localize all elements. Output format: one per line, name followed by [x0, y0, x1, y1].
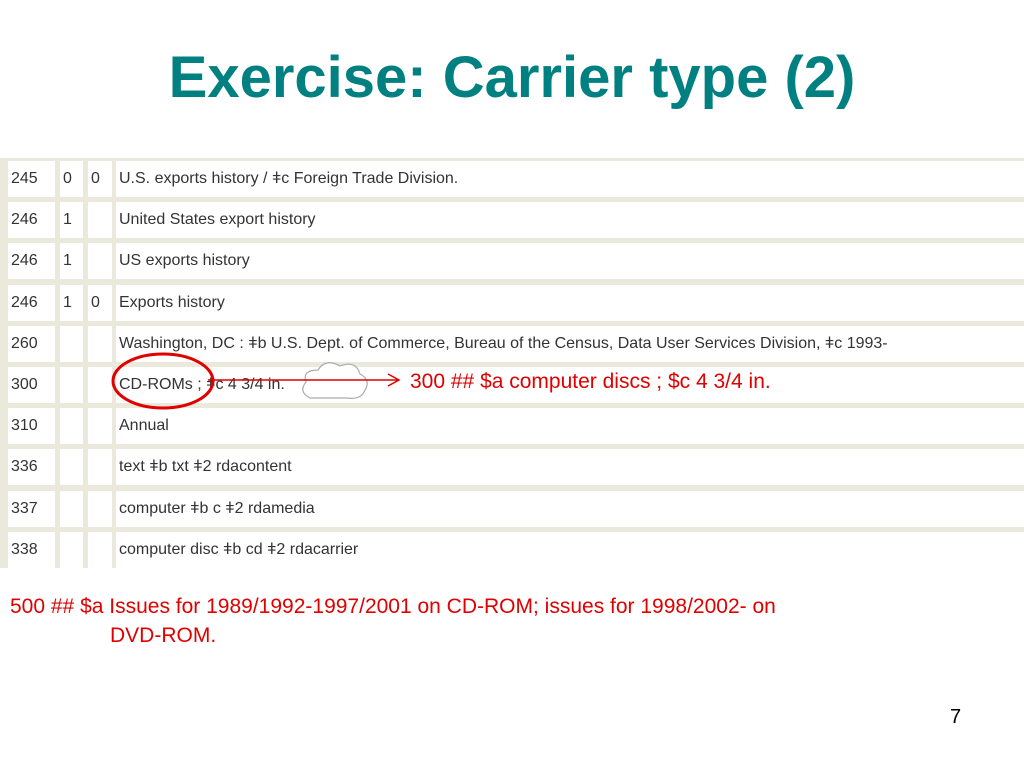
- cell-ind2: [88, 202, 112, 239]
- cell-tag: 337: [8, 490, 55, 527]
- table-row: 246 1 US exports history: [0, 243, 1024, 280]
- cell-ind1: [60, 408, 83, 445]
- cell-data: computer disc ǂb cd ǂ2 rdacarrier: [116, 531, 1024, 568]
- table-row: 300 CD-ROMs ; ǂc 4 3/4 in.: [0, 367, 1024, 403]
- table-row: 246 1 0 Exports history: [0, 284, 1024, 321]
- page-number: 7: [950, 706, 962, 728]
- slide-title: Exercise: Carrier type (2): [168, 45, 856, 110]
- cell-ind1: [60, 490, 83, 527]
- cell-ind2: [88, 531, 112, 568]
- note-500-line2: DVD-ROM.: [110, 624, 217, 647]
- cell-data: Exports history: [116, 284, 1024, 321]
- cell-tag: 338: [8, 531, 55, 568]
- table-row: 337 computer ǂb c ǂ2 rdamedia: [0, 490, 1024, 527]
- cell-tag: 310: [8, 408, 55, 445]
- cell-data: Annual: [116, 408, 1024, 445]
- cell-ind1: [60, 325, 83, 362]
- cell-tag: 336: [8, 449, 55, 486]
- cell-ind2: [88, 367, 112, 403]
- cell-tag: 246: [8, 202, 55, 239]
- cell-ind2: [88, 490, 112, 527]
- cell-ind1: 1: [60, 202, 83, 239]
- cell-data: Washington, DC : ǂb U.S. Dept. of Commer…: [116, 325, 1024, 362]
- cell-ind1: 1: [60, 243, 83, 280]
- highlight-circle: [111, 352, 215, 410]
- cell-ind1: [60, 531, 83, 568]
- cell-ind2: [88, 449, 112, 486]
- cell-ind1: 1: [60, 284, 83, 321]
- table-row: 260 Washington, DC : ǂb U.S. Dept. of Com…: [0, 325, 1024, 362]
- note-500-line1: 500 ## $a Issues for 1989/1992-1997/2001…: [10, 595, 776, 618]
- cell-tag: 246: [8, 284, 55, 321]
- cell-data: text ǂb txt ǂ2 rdacontent: [116, 449, 1024, 486]
- cell-tag: 246: [8, 243, 55, 280]
- arrow-head-icon: [387, 373, 401, 387]
- cell-data: U.S. exports history / ǂc Foreign Trade …: [116, 161, 1024, 197]
- table-row: 336 text ǂb txt ǂ2 rdacontent: [0, 449, 1024, 486]
- cell-tag: 245: [8, 161, 55, 197]
- cell-ind2: [88, 325, 112, 362]
- table-row: 245 0 0 U.S. exports history / ǂc Foreign T…: [0, 161, 1024, 197]
- cell-ind1: 0: [60, 161, 83, 197]
- cell-ind1: [60, 449, 83, 486]
- cell-tag: 260: [8, 325, 55, 362]
- cell-ind2: [88, 408, 112, 445]
- cell-data: computer ǂb c ǂ2 rdamedia: [116, 490, 1024, 527]
- cell-tag: 300: [8, 367, 55, 403]
- cell-ind2: 0: [88, 161, 112, 197]
- cell-data: CD-ROMs ; ǂc 4 3/4 in.: [116, 367, 1024, 403]
- table-row: 310 Annual: [0, 408, 1024, 445]
- cell-ind2: 0: [88, 284, 112, 321]
- table-row: 246 1 United States export history: [0, 202, 1024, 239]
- cell-ind2: [88, 243, 112, 280]
- cell-data: United States export history: [116, 202, 1024, 239]
- cell-ind1: [60, 367, 83, 403]
- marc-record-table: 245 0 0 U.S. exports history / ǂc Foreign T…: [0, 158, 1024, 568]
- table-row: 338 computer disc ǂb cd ǂ2 rdacarrier: [0, 531, 1024, 568]
- cell-data: US exports history: [116, 243, 1024, 280]
- annotation-300: 300 ## $a computer discs ; $c 4 3/4 in.: [410, 370, 771, 393]
